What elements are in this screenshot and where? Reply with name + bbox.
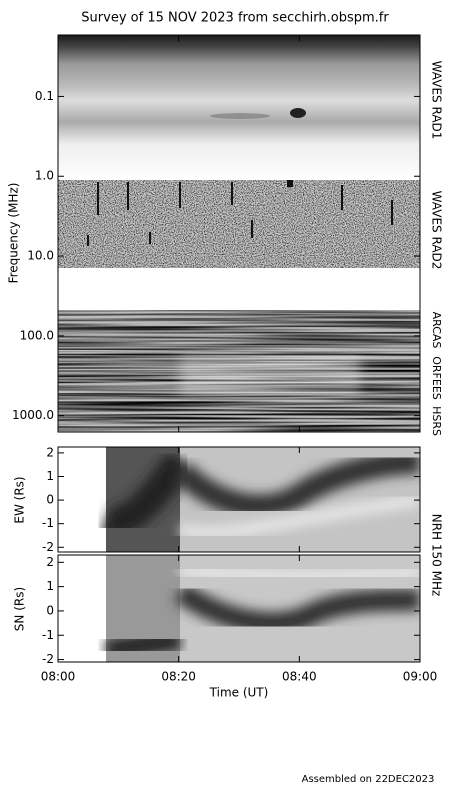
y-tick-label: -1 — [42, 516, 54, 530]
y-tick-label: 2 — [46, 445, 54, 459]
nrh-ew-image — [100, 447, 420, 552]
x-tick-label: 08:00 — [41, 670, 76, 684]
y-tick-label: 10.0 — [27, 249, 54, 263]
y-tick-label: 0 — [46, 603, 54, 617]
x-axis-label: Time (UT) — [209, 686, 269, 700]
y-axis-label: Frequency (MHz) — [7, 183, 21, 284]
chart-title: Survey of 15 NOV 2023 from secchirh.obsp… — [81, 11, 389, 26]
x-tick-label: 09:00 — [403, 670, 438, 684]
plot-frame — [57, 554, 421, 663]
y-axis-label: SN (Rs) — [13, 587, 27, 631]
y-tick-label: -2 — [42, 652, 54, 666]
band-label: NRH 150 MHz — [430, 514, 444, 597]
y-axis-label: EW (Rs) — [13, 476, 27, 523]
y-tick-label: 1 — [46, 469, 54, 483]
band-label: HSRS — [430, 406, 443, 436]
plot-frame — [57, 34, 421, 433]
x-tick-label: 08:20 — [161, 670, 196, 684]
y-tick-label: 100.0 — [20, 328, 54, 342]
y-tick-label: 0 — [46, 493, 54, 507]
y-tick-label: 1.0 — [35, 169, 54, 183]
y-tick-label: 1000.0 — [12, 408, 54, 422]
plot-frame — [57, 446, 421, 553]
y-tick-label: 0.1 — [35, 89, 54, 103]
y-tick-label: 2 — [46, 555, 54, 569]
x-tick-label: 08:40 — [282, 670, 317, 684]
y-tick-label: -2 — [42, 540, 54, 554]
footer: Assembled on 22DEC2023 — [302, 774, 435, 785]
nrh-sn-image — [104, 555, 420, 662]
band-label: WAVES RAD1 — [430, 61, 444, 140]
band-label: ARCAS — [430, 312, 443, 349]
band-label: WAVES RAD2 — [430, 191, 444, 270]
y-tick-label: 1 — [46, 579, 54, 593]
y-tick-label: -1 — [42, 628, 54, 642]
spectrogram-image — [58, 35, 420, 432]
band-label: ORFEES — [430, 356, 443, 400]
